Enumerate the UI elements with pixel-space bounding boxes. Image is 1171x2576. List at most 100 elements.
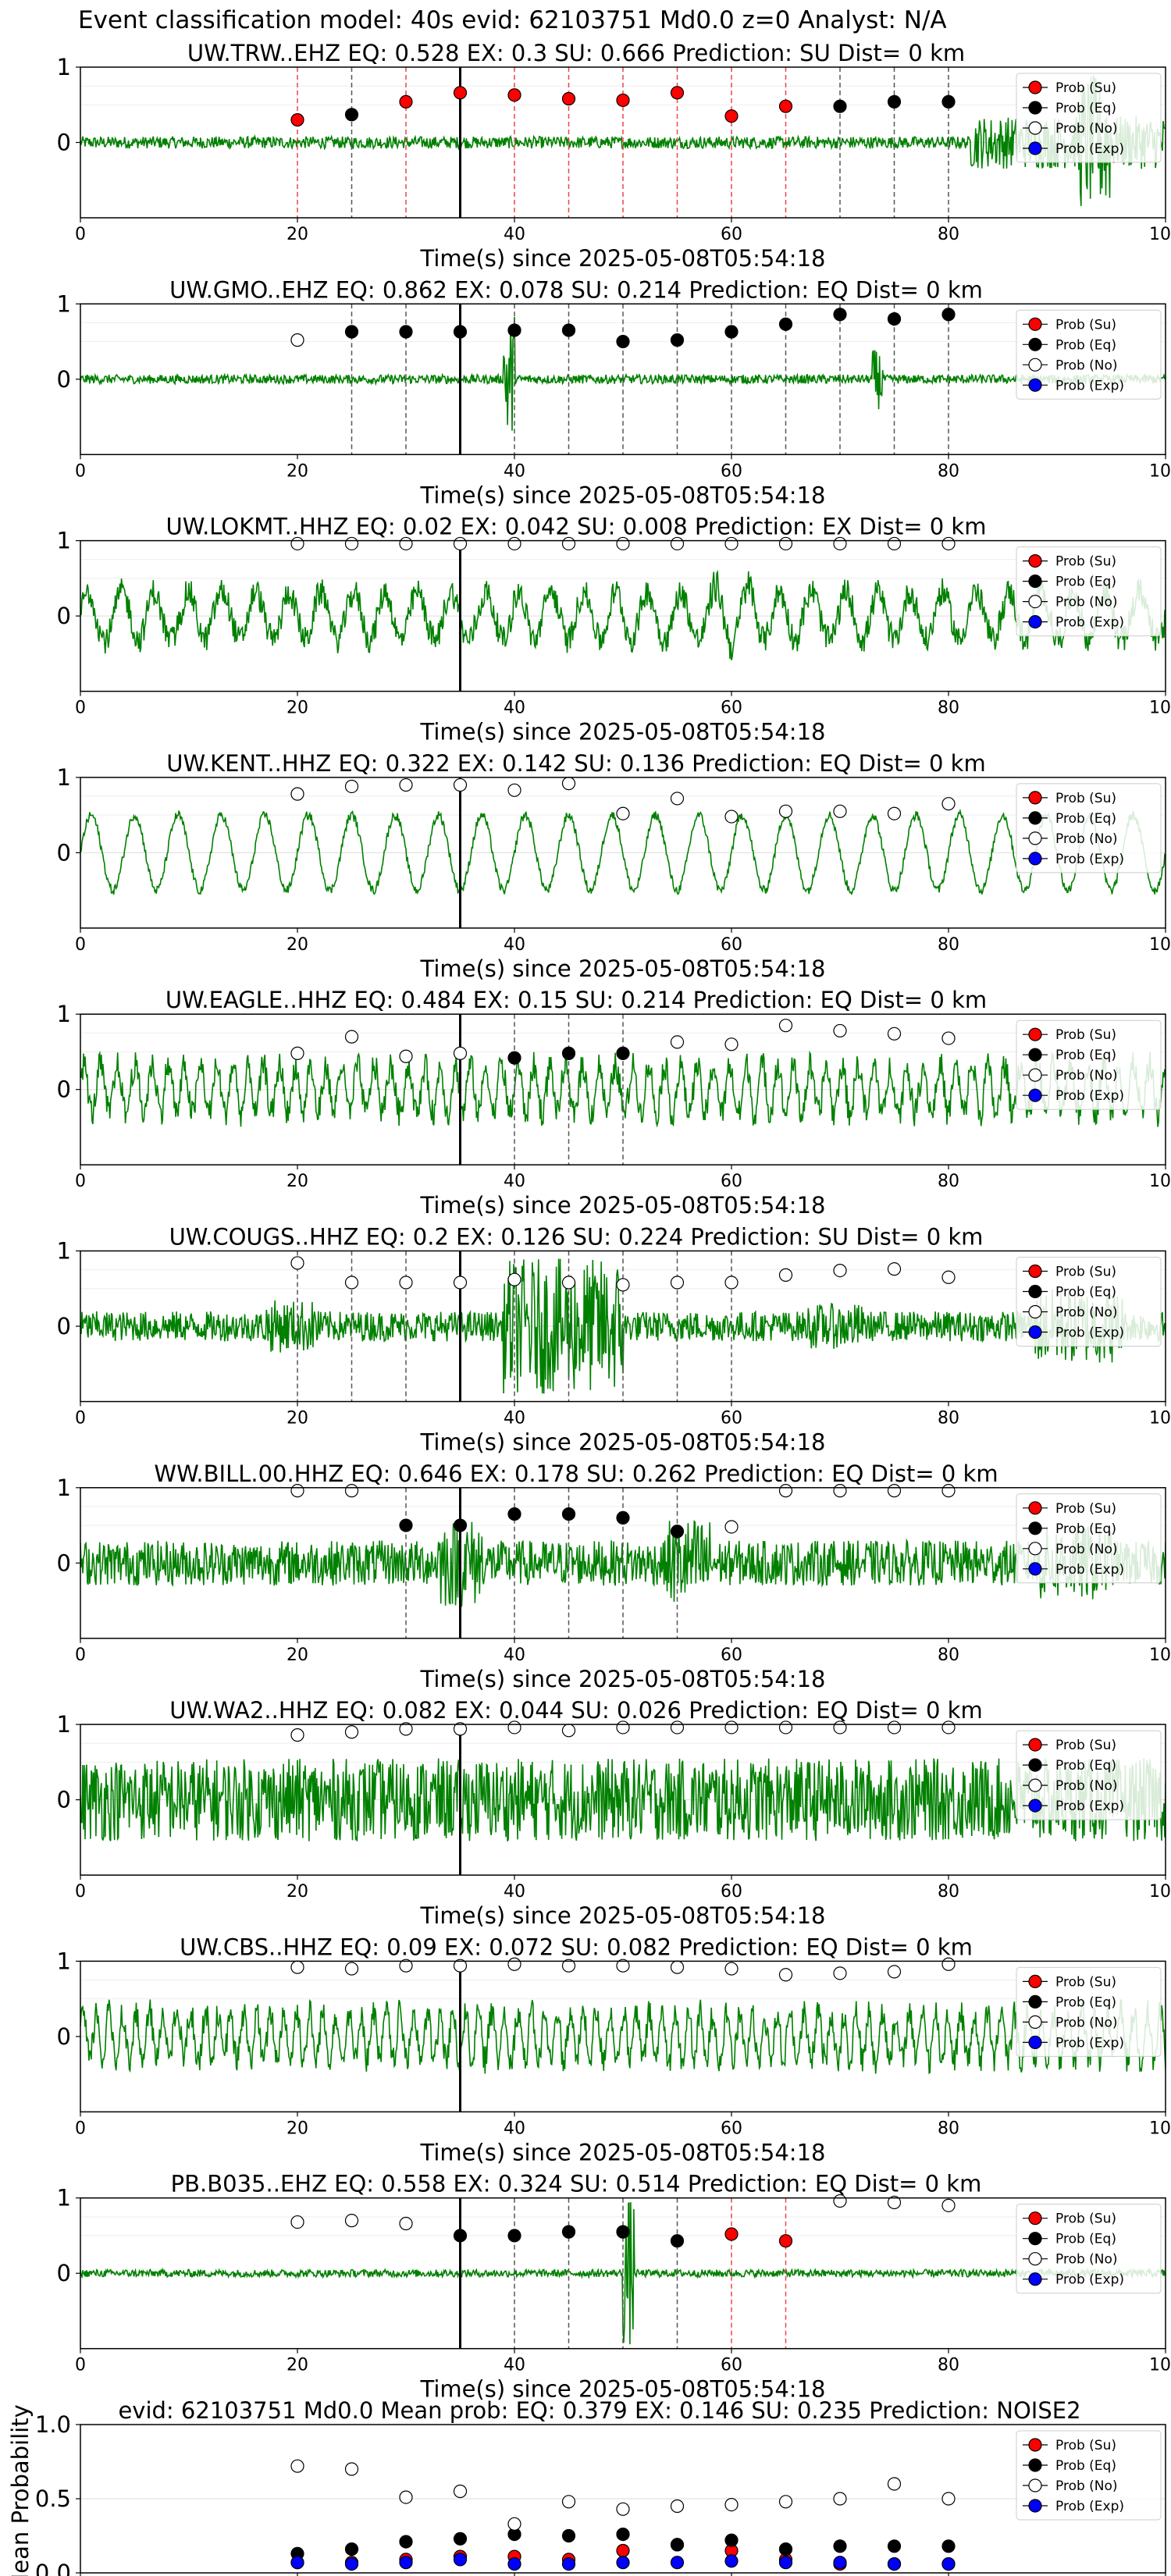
- legend-label: Prob (Exp): [1055, 1799, 1124, 1814]
- data-point-no: [941, 1720, 956, 1735]
- legend: Prob (Su) Prob (Eq) Prob (No) Prob (Exp): [1016, 309, 1162, 400]
- legend-label: Prob (Su): [1055, 1974, 1116, 1990]
- panel-6: UW.COUGS..HHZ EQ: 0.2 EX: 0.126 SU: 0.22…: [57, 1224, 1171, 1456]
- data-point-no: [778, 1268, 793, 1282]
- data-point-no: [507, 1720, 521, 1735]
- panel-title: WW.BILL.00.HHZ EQ: 0.646 EX: 0.178 SU: 0…: [154, 1461, 998, 1487]
- data-point-eq: [399, 1518, 413, 1532]
- data-point-no: [887, 806, 902, 820]
- data-point-no: [724, 809, 739, 824]
- legend-box: [1016, 1730, 1162, 1820]
- data-point-no: [561, 1276, 576, 1290]
- x-tick-label: 40: [504, 1172, 525, 1191]
- data-point-su: [670, 86, 685, 100]
- plot-area: [80, 304, 1166, 455]
- data-point-no: [724, 1962, 739, 1976]
- legend-label: Prob (No): [1055, 1068, 1118, 1083]
- x-tick-label: 40: [504, 2119, 525, 2138]
- legend-label: Prob (Su): [1055, 317, 1116, 333]
- data-point-exp: [778, 2556, 793, 2570]
- x-tick-label: 80: [938, 1409, 959, 1429]
- legend-label: Prob (Exp): [1055, 1088, 1124, 1104]
- figure-suptitle: Event classification model: 40s evid: 62…: [78, 6, 947, 34]
- data-point-eq: [833, 2539, 847, 2553]
- legend-label: Prob (Eq): [1055, 1048, 1116, 1063]
- panel-title: UW.TRW..EHZ EQ: 0.528 EX: 0.3 SU: 0.666 …: [187, 40, 965, 66]
- x-tick-label: 100: [1149, 461, 1171, 481]
- legend-label: Prob (Exp): [1055, 1562, 1124, 1578]
- panel-1: UW.TRW..EHZ EQ: 0.528 EX: 0.3 SU: 0.666 …: [57, 40, 1171, 272]
- legend-marker-eq: [1028, 574, 1042, 589]
- x-tick-label: 80: [938, 1646, 959, 1665]
- data-point-no: [670, 1276, 685, 1290]
- data-point-eq: [616, 2225, 630, 2239]
- data-point-no: [344, 1484, 359, 1498]
- data-point-no: [290, 1960, 304, 1974]
- data-point-no: [941, 797, 956, 811]
- legend-marker-eq: [1028, 1048, 1042, 1062]
- legend-label: Prob (Exp): [1055, 378, 1124, 393]
- legend-marker-exp: [1028, 141, 1042, 155]
- legend-label: Prob (Eq): [1055, 575, 1116, 590]
- x-tick-label: 60: [721, 935, 742, 955]
- data-point-su: [290, 112, 304, 127]
- data-point-no: [453, 1276, 468, 1290]
- panel-4: UW.KENT..HHZ EQ: 0.322 EX: 0.142 SU: 0.1…: [57, 750, 1171, 982]
- data-point-no: [453, 777, 468, 792]
- x-axis-label: Time(s) since 2025-05-08T05:54:18: [420, 719, 826, 745]
- data-point-eq: [344, 325, 359, 339]
- data-point-eq: [778, 2542, 793, 2556]
- y-tick-label: 0.0: [35, 2560, 71, 2576]
- legend-marker-eq: [1028, 1758, 1042, 1772]
- data-point-no: [453, 536, 468, 551]
- x-tick-label: 60: [721, 2356, 742, 2375]
- panel-3: UW.LOKMT..HHZ EQ: 0.02 EX: 0.042 SU: 0.0…: [57, 514, 1171, 745]
- x-tick-label: 0: [75, 699, 86, 718]
- legend-label: Prob (Exp): [1055, 1325, 1124, 1341]
- x-tick-label: 80: [938, 1172, 959, 1191]
- data-point-no: [290, 2215, 304, 2229]
- legend-marker-eq: [1028, 101, 1042, 115]
- legend: Prob (Su) Prob (Eq) Prob (No) Prob (Exp): [1016, 2204, 1162, 2294]
- data-point-exp: [724, 2554, 739, 2568]
- data-point-no: [507, 1272, 521, 1286]
- legend-label: Prob (Exp): [1055, 615, 1124, 631]
- plot-area: [80, 777, 1166, 928]
- data-point-exp: [833, 2556, 847, 2570]
- data-point-no: [344, 1030, 359, 1044]
- legend-box: [1016, 1966, 1162, 2057]
- legend-marker-su: [1028, 791, 1042, 805]
- legend-marker-su: [1028, 1974, 1042, 1988]
- panel-11: evid: 62103751 Md0.0 Mean prob: EQ: 0.37…: [7, 2397, 1166, 2576]
- legend-marker-su: [1028, 80, 1042, 94]
- y-tick-label: 1: [57, 1711, 71, 1738]
- legend-label: Prob (Eq): [1055, 2458, 1116, 2474]
- data-point-no: [833, 1484, 847, 1498]
- data-point-su: [507, 88, 521, 102]
- legend-label: Prob (Su): [1055, 791, 1116, 806]
- data-point-no: [453, 1722, 468, 1736]
- data-point-no: [833, 1263, 847, 1278]
- legend: Prob (Su) Prob (Eq) Prob (No) Prob (Exp): [1016, 546, 1162, 637]
- legend-label: Prob (Su): [1055, 1501, 1116, 1517]
- legend-marker-no: [1028, 831, 1042, 845]
- data-point-no: [887, 2477, 902, 2491]
- data-point-no: [941, 1270, 956, 1284]
- data-point-eq: [616, 1510, 630, 1525]
- waveform-trace: [80, 1758, 1166, 1842]
- data-point-no: [290, 1256, 304, 1270]
- x-tick-label: 100: [1149, 699, 1171, 718]
- data-point-no: [778, 1720, 793, 1735]
- legend-box: [1016, 1493, 1162, 1584]
- data-point-no: [399, 1276, 413, 1290]
- x-tick-label: 20: [287, 225, 308, 244]
- data-point-exp: [941, 2557, 956, 2571]
- data-point-no: [290, 1046, 304, 1060]
- panel-title: UW.COUGS..HHZ EQ: 0.2 EX: 0.126 SU: 0.22…: [169, 1224, 984, 1251]
- data-point-eq: [833, 308, 847, 322]
- legend: Prob (Su) Prob (Eq) Prob (No) Prob (Exp): [1016, 1493, 1162, 1584]
- legend-marker-eq: [1028, 811, 1042, 825]
- x-tick-label: 20: [287, 699, 308, 718]
- data-point-no: [399, 536, 413, 551]
- legend-label: Prob (No): [1055, 2015, 1118, 2030]
